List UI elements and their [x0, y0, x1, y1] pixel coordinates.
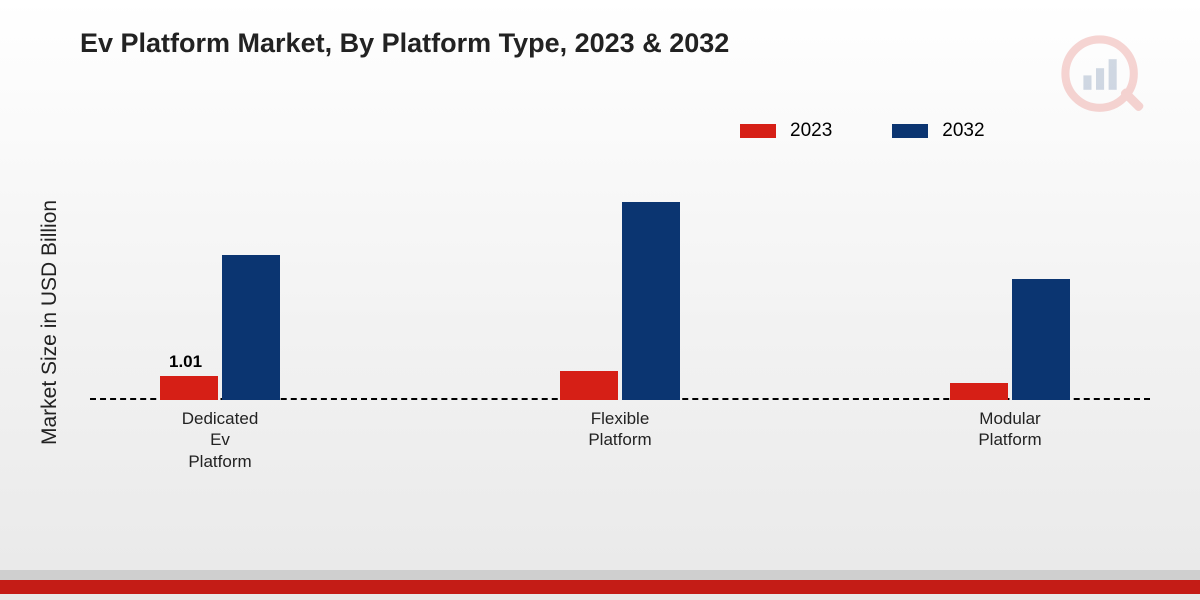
bar-group: 1.01	[160, 110, 280, 400]
category-label: FlexiblePlatform	[540, 408, 700, 451]
footer-grey-bar	[0, 570, 1200, 580]
bar	[622, 202, 680, 400]
chart-canvas: Ev Platform Market, By Platform Type, 20…	[0, 0, 1200, 600]
bar	[560, 371, 618, 400]
plot-area: 1.01	[90, 110, 1150, 400]
bar-group	[950, 110, 1070, 400]
bar-value-label: 1.01	[169, 352, 202, 372]
bar	[950, 383, 1008, 400]
bar-group	[560, 110, 680, 400]
bar	[1012, 279, 1070, 400]
y-axis-label: Market Size in USD Billion	[38, 200, 62, 445]
category-label: DedicatedEvPlatform	[140, 408, 300, 472]
bar	[160, 376, 218, 400]
bar	[222, 255, 280, 400]
footer-red-bar	[0, 580, 1200, 594]
chart-title: Ev Platform Market, By Platform Type, 20…	[80, 28, 729, 59]
category-label: ModularPlatform	[930, 408, 1090, 451]
